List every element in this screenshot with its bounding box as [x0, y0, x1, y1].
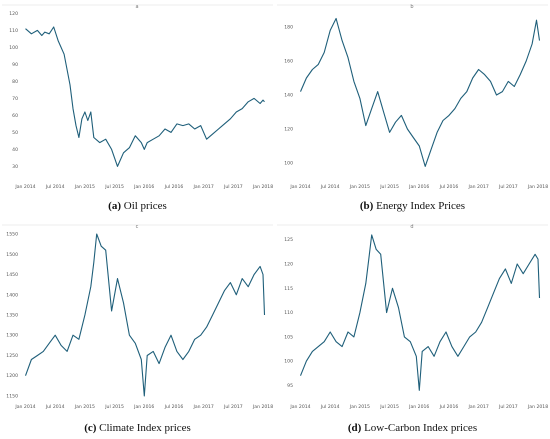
- y-tick-label: 140: [284, 93, 293, 99]
- x-tick-label: Jan 2016: [408, 184, 429, 190]
- caption-a: (a) Oil prices: [0, 200, 275, 212]
- x-tick-label: Jan 2017: [193, 404, 214, 410]
- x-tick-label: Jul 2017: [498, 404, 518, 410]
- x-tick-label: Jan 2016: [133, 404, 154, 410]
- price-series-line: [24, 233, 266, 397]
- y-tick-label: 120: [284, 262, 293, 268]
- x-tick-label: Jul 2015: [104, 184, 124, 190]
- x-tick-label: Jul 2016: [439, 184, 459, 190]
- y-tick-label: 1200: [6, 373, 18, 379]
- x-tick-label: Jul 2014: [45, 184, 65, 190]
- x-tick-label: Jan 2016: [133, 184, 154, 190]
- y-tick-label: 110: [9, 28, 18, 34]
- x-tick-label: Jan 2017: [468, 184, 489, 190]
- caption-b: (b) Energy Index Prices: [275, 200, 550, 212]
- y-tick-label: 80: [12, 79, 18, 85]
- x-tick-label: Jul 2015: [379, 404, 399, 410]
- x-tick-label: Jul 2017: [223, 404, 243, 410]
- x-tick-label: Jul 2016: [439, 404, 459, 410]
- y-tick-label: 1300: [6, 333, 18, 339]
- x-tick-label: Jul 2016: [164, 404, 184, 410]
- y-tick-label: 1350: [6, 313, 18, 319]
- x-tick-label: Jan 2017: [468, 404, 489, 410]
- caption-a-text: Oil prices: [123, 200, 167, 212]
- x-tick-label: Jan 2014: [14, 404, 35, 410]
- x-tick-label: Jan 2017: [193, 184, 214, 190]
- caption-d: (d) Low-Carbon Index prices: [275, 422, 550, 434]
- x-tick-label: Jul 2014: [320, 404, 340, 410]
- panel-c: c 1150 1200 1250 1300 1350 1400 1450 1500 1550 Jan…: [0, 220, 275, 439]
- x-tick-label: Jan 2018: [527, 184, 548, 190]
- x-tick-label: Jan 2015: [74, 184, 95, 190]
- y-tick-label: 1550: [6, 232, 18, 238]
- panel-d: d 95 100 105 110 115 120 125 Jan 2014 Jul 2014 Jan…: [275, 220, 550, 439]
- caption-d-label: (d): [347, 422, 362, 434]
- y-tick-label: 115: [284, 286, 293, 292]
- x-tick-label: Jan 2018: [527, 404, 548, 410]
- x-tick-label: Jul 2017: [498, 184, 518, 190]
- y-tick-label: 100: [284, 161, 293, 167]
- y-tick-label: 1400: [6, 292, 18, 298]
- x-tick-label: Jan 2015: [349, 184, 370, 190]
- y-tick-label: 90: [12, 62, 18, 68]
- low-carbon-index-chart: d 95 100 105 110 115 120 125 Jan 2014 Jul 2014 Jan…: [277, 224, 548, 410]
- y-tick-label: 95: [287, 383, 293, 389]
- x-tick-label: Jan 2016: [408, 404, 429, 410]
- caption-a-label: (a): [108, 200, 121, 212]
- x-tick-label: Jan 2014: [289, 184, 310, 190]
- caption-b-text: Energy Index Prices: [376, 200, 466, 212]
- caption-d-text: Low-Carbon Index prices: [364, 422, 478, 434]
- y-tick-label: 120: [284, 127, 293, 133]
- y-tick-label: 30: [12, 164, 18, 170]
- caption-b-label: (b): [359, 200, 374, 212]
- x-tick-label: Jul 2014: [320, 184, 340, 190]
- x-tick-label: Jan 2014: [289, 404, 310, 410]
- y-tick-label: 50: [12, 130, 18, 136]
- caption-c-label: (c): [84, 422, 97, 434]
- y-tick-label: 180: [284, 25, 293, 31]
- y-tick-label: 1450: [6, 272, 18, 278]
- panel-letter: b: [410, 4, 413, 10]
- x-tick-label: Jul 2014: [45, 404, 65, 410]
- energy-index-chart: b 100 120 140 160 180 Jan 2014 Jul 2014 Jan 2015…: [277, 4, 548, 190]
- price-series-line: [25, 26, 265, 167]
- x-tick-label: Jan 2014: [14, 184, 35, 190]
- x-tick-label: Jul 2015: [104, 404, 124, 410]
- y-tick-label: 100: [284, 359, 293, 365]
- y-tick-label: 120: [9, 11, 18, 17]
- y-tick-label: 105: [284, 334, 293, 340]
- y-tick-label: 125: [284, 237, 293, 243]
- y-tick-label: 1150: [6, 393, 18, 399]
- climate-index-chart: c 1150 1200 1250 1300 1350 1400 1450 1500 1550 Jan…: [2, 224, 273, 410]
- panel-letter: d: [410, 224, 413, 230]
- y-tick-label: 60: [12, 113, 18, 119]
- y-tick-label: 1250: [6, 353, 18, 359]
- y-tick-label: 100: [9, 45, 18, 51]
- x-tick-label: Jan 2015: [349, 404, 370, 410]
- x-tick-label: Jul 2015: [379, 184, 399, 190]
- x-tick-label: Jan 2018: [252, 404, 273, 410]
- y-tick-label: 70: [12, 96, 18, 102]
- panel-letter: c: [136, 224, 139, 230]
- y-tick-label: 1500: [6, 252, 18, 258]
- y-tick-label: 40: [12, 147, 18, 153]
- panel-b: b 100 120 140 160 180 Jan 2014 Jul 2014 Jan 2015…: [275, 0, 550, 219]
- y-tick-label: 160: [284, 59, 293, 65]
- panel-letter: a: [135, 4, 138, 10]
- oil-price-chart: a 30 40 50 60 70 80 90 100 110 120 Jan 2014 Jul 2014…: [2, 4, 273, 190]
- y-tick-label: 110: [284, 310, 293, 316]
- panel-a: a 30 40 50 60 70 80 90 100 110 120 Jan 2014 Jul 2014…: [0, 0, 275, 219]
- x-tick-label: Jul 2016: [164, 184, 184, 190]
- price-series-line: [299, 17, 541, 167]
- price-series-line: [299, 234, 541, 391]
- x-tick-label: Jan 2015: [74, 404, 95, 410]
- x-tick-label: Jan 2018: [252, 184, 273, 190]
- caption-c-text: Climate Index prices: [99, 422, 191, 434]
- x-tick-label: Jul 2017: [223, 184, 243, 190]
- caption-c: (c) Climate Index prices: [0, 422, 275, 434]
